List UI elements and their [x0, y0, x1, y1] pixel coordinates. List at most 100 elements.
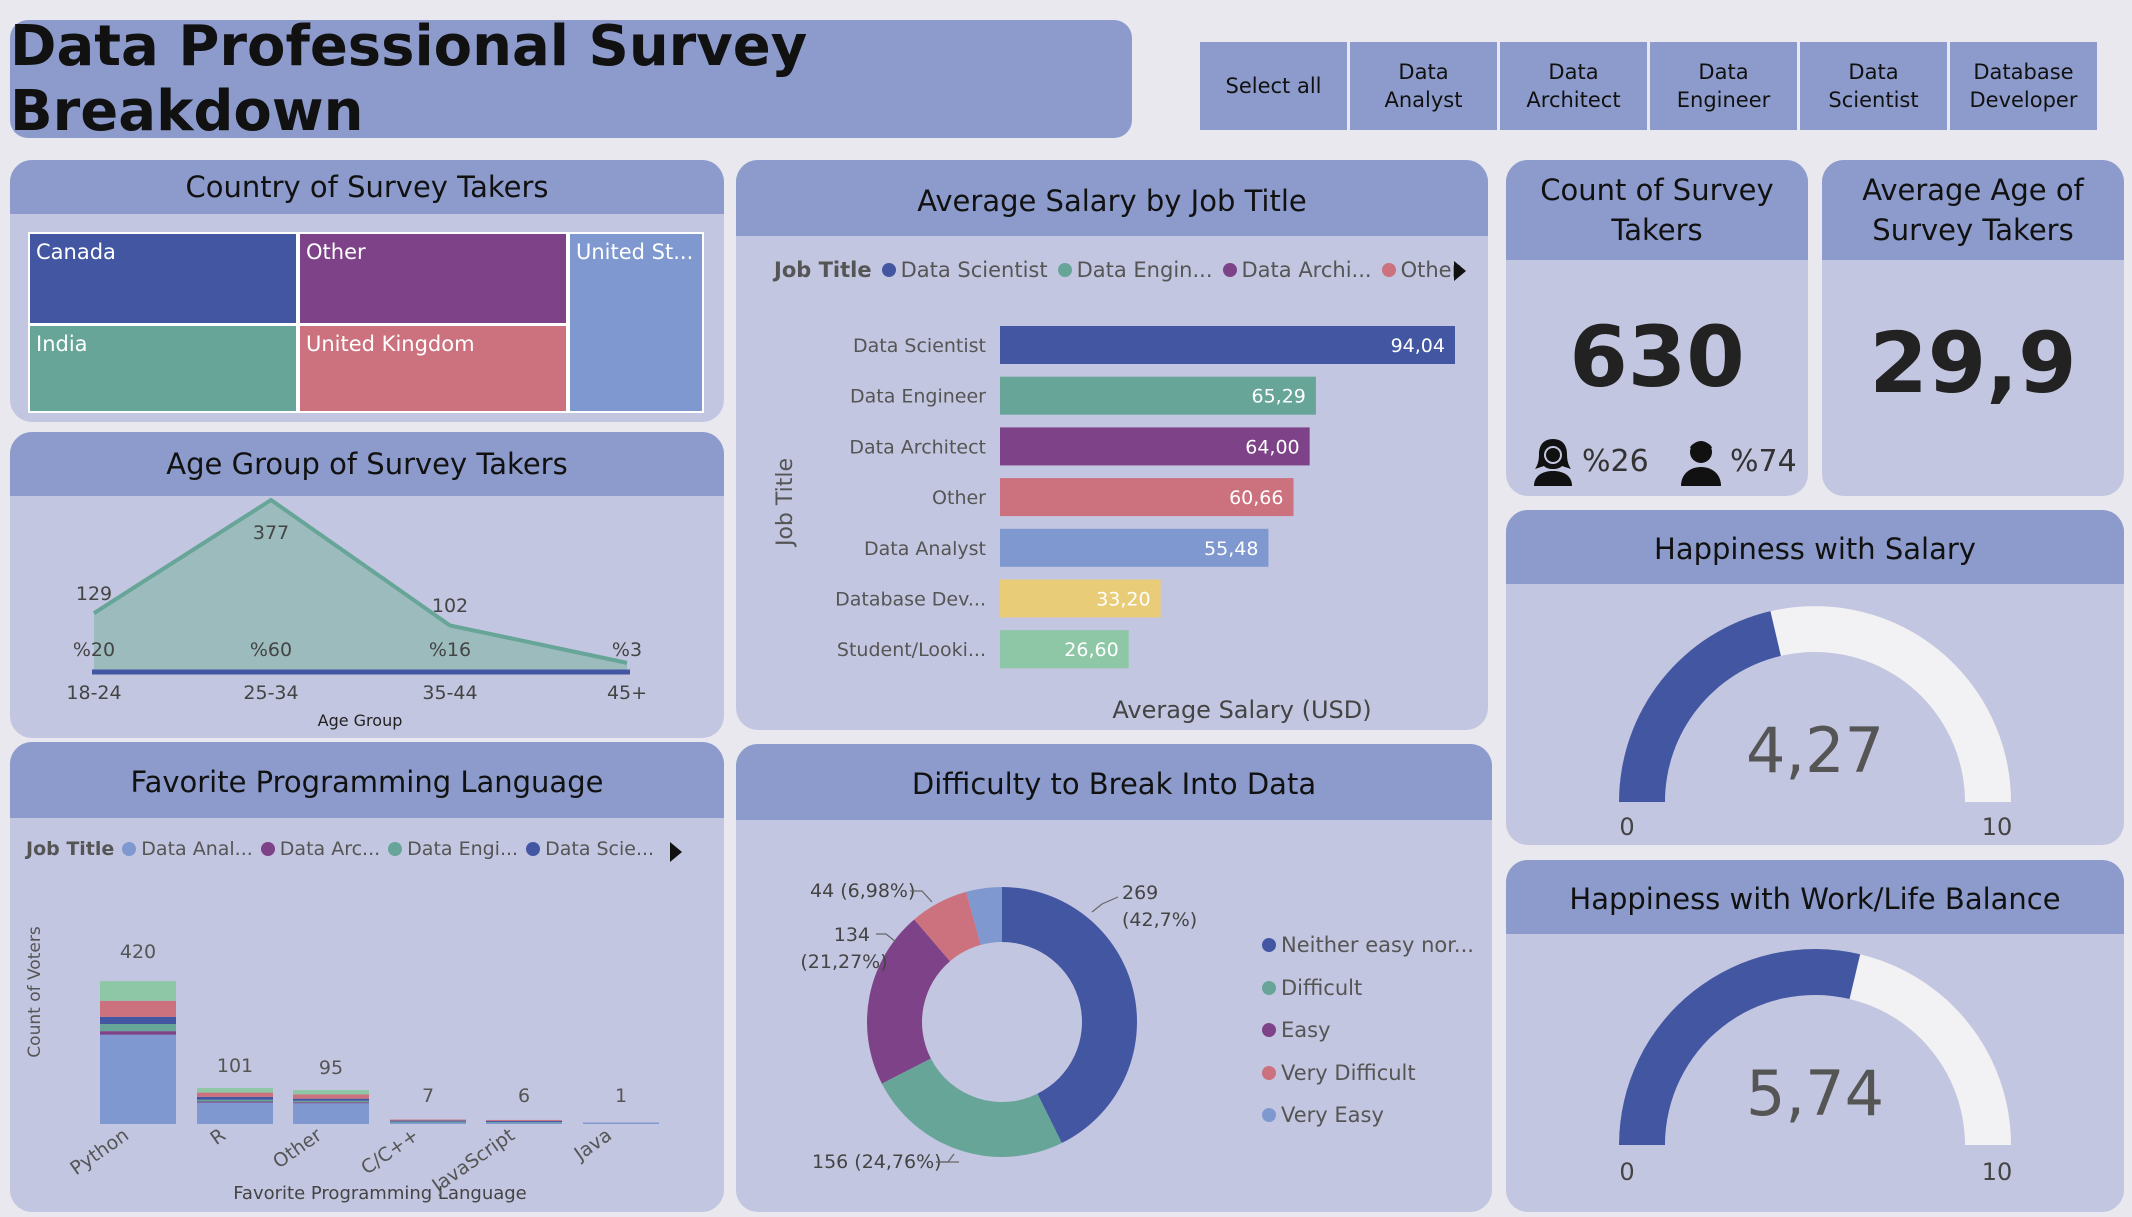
lang-category-label: C/C++: [357, 1124, 423, 1179]
lang-bar-segment[interactable]: [197, 1101, 273, 1103]
donut-leader-line: [1091, 896, 1119, 913]
age-tick-label: 35-44: [422, 682, 477, 704]
salary-value-label: 55,48: [1204, 538, 1258, 560]
legend-next-arrow[interactable]: [1454, 261, 1466, 281]
salary-bar[interactable]: [1000, 326, 1455, 364]
lang-bar-segment[interactable]: [197, 1096, 273, 1100]
age-count-label: 102: [432, 595, 468, 617]
legend-dot: [1262, 980, 1276, 995]
legend-label: Data Engi...: [407, 838, 519, 860]
legend-item[interactable]: Data Scientist: [881, 258, 1048, 282]
lang-bar-segment[interactable]: [100, 1000, 176, 1017]
salary-bar[interactable]: [1000, 528, 1269, 567]
salary-bar[interactable]: [1000, 579, 1161, 618]
legend-item[interactable]: Data Anal...: [122, 838, 253, 860]
salary-bar[interactable]: [1000, 478, 1294, 517]
salary-category-label: Data Analyst: [864, 538, 986, 560]
legend-dot: [388, 842, 403, 856]
lang-y-axis-label: Count of Voters: [25, 926, 45, 1058]
donut-leader-line: [936, 1153, 955, 1163]
legend-dot: [1057, 263, 1072, 277]
slicer-select-all[interactable]: Select all: [1200, 42, 1347, 130]
lang-bar-segment[interactable]: [100, 1016, 176, 1024]
lang-bar-segment[interactable]: [486, 1120, 562, 1122]
treemap-cell-united-kingdom[interactable]: United Kingdom: [298, 324, 568, 413]
lang-bar-segment[interactable]: [583, 1122, 659, 1125]
salary-bar[interactable]: [1000, 427, 1310, 466]
slicer-data-scientist[interactable]: Data Scientist: [1800, 42, 1947, 130]
lang-bar-segment[interactable]: [197, 1092, 273, 1097]
legend-item[interactable]: Neither easy nor...: [1262, 924, 1474, 967]
lang-bar-segment[interactable]: [293, 1098, 369, 1101]
legend-item[interactable]: Data Engi...: [388, 838, 518, 860]
lang-bar-segment[interactable]: [197, 1102, 273, 1124]
legend-item[interactable]: Difficult: [1262, 967, 1474, 1010]
legend-dot: [1222, 263, 1237, 277]
donut-label-156: 156 (24,76%): [812, 1151, 942, 1173]
dashboard-title: Data Professional Survey Breakdown: [10, 14, 808, 144]
lang-bar-segment[interactable]: [100, 1024, 176, 1032]
salary-category-label: Student/Looki...: [837, 639, 986, 661]
lang-bar-segment[interactable]: [293, 1102, 369, 1104]
legend-label: Data Anal...: [141, 838, 253, 860]
gauge-max-label: 10: [1982, 813, 2013, 841]
treemap-cell-canada[interactable]: Canada: [28, 232, 298, 325]
legend-item[interactable]: Very Difficult: [1262, 1052, 1474, 1095]
lang-category-label: Java: [570, 1124, 616, 1166]
lang-bar-segment[interactable]: [390, 1120, 466, 1122]
age-axis-label: Age Group: [318, 711, 403, 730]
donut-slice[interactable]: [881, 1058, 1062, 1157]
lang-bar-segment[interactable]: [197, 1099, 273, 1102]
lang-bar-segment[interactable]: [293, 1090, 369, 1095]
slicer-database-developer[interactable]: Database Developer: [1950, 42, 2097, 130]
lang-bar-segment[interactable]: [486, 1122, 562, 1125]
age-area-fill: [94, 500, 627, 672]
lang-category-label: Other: [269, 1124, 326, 1173]
lang-bar-segment[interactable]: [293, 1103, 369, 1124]
legend-dot: [526, 842, 541, 856]
legend-label: Data Arc...: [279, 838, 381, 860]
legend-item[interactable]: Other: [1381, 258, 1460, 282]
donut-label-269-pct: (42,7%): [1122, 909, 1197, 931]
age-area-chart: 129 377 102 %20 %60 %16 %3 18-24 25-34 3…: [66, 497, 647, 730]
salary-bar[interactable]: [1000, 630, 1129, 669]
lang-bar-segment[interactable]: [100, 1031, 176, 1035]
salary-value-label: 60,66: [1229, 487, 1283, 509]
legend-item[interactable]: Data Engin...: [1057, 258, 1213, 282]
donut-slice[interactable]: [1002, 887, 1137, 1144]
slicer-data-engineer[interactable]: Data Engineer: [1650, 42, 1797, 130]
treemap-cell-other[interactable]: Other: [298, 232, 568, 325]
donut-slice[interactable]: [867, 919, 950, 1084]
legend-label: Data Engin...: [1076, 258, 1213, 282]
slicer-data-analyst[interactable]: Data Analyst: [1350, 42, 1497, 130]
lang-bar-segment[interactable]: [390, 1121, 466, 1123]
legend-label: Data Archi...: [1241, 258, 1372, 282]
treemap-cell-india[interactable]: India: [28, 324, 298, 413]
legend-item[interactable]: Data Scie...: [526, 838, 654, 860]
legend-next-arrow[interactable]: [670, 842, 682, 862]
lang-bar-segment[interactable]: [390, 1122, 466, 1125]
treemap-cell-united-states[interactable]: United St...: [568, 232, 704, 413]
count-title: Count of Survey Takers: [1506, 160, 1808, 260]
legend-item[interactable]: Data Arc...: [260, 838, 381, 860]
lang-bar-segment[interactable]: [293, 1094, 369, 1099]
salary-bar[interactable]: [1000, 376, 1316, 415]
salary-value-label: 33,20: [1096, 589, 1150, 611]
legend-item[interactable]: Very Easy: [1262, 1094, 1474, 1137]
donut-slice[interactable]: [914, 891, 981, 962]
lang-bar-segment[interactable]: [486, 1121, 562, 1123]
lang-bar-segment[interactable]: [390, 1119, 466, 1121]
lang-bar-segment[interactable]: [486, 1119, 562, 1121]
lang-bar-segment[interactable]: [100, 981, 176, 1001]
gauge-value-arc: [1619, 949, 1861, 1145]
age-tick-label: 25-34: [243, 682, 298, 704]
slicer-label: Data Analyst: [1384, 59, 1463, 112]
lang-total-label: 420: [120, 941, 156, 963]
legend-item[interactable]: Easy: [1262, 1009, 1474, 1052]
lang-bar-segment[interactable]: [197, 1087, 273, 1093]
donut-slice[interactable]: [966, 887, 1002, 945]
lang-bar-segment[interactable]: [293, 1100, 369, 1103]
lang-bar-segment[interactable]: [100, 1034, 176, 1124]
legend-item[interactable]: Data Archi...: [1222, 258, 1372, 282]
slicer-data-architect[interactable]: Data Architect: [1500, 42, 1647, 130]
